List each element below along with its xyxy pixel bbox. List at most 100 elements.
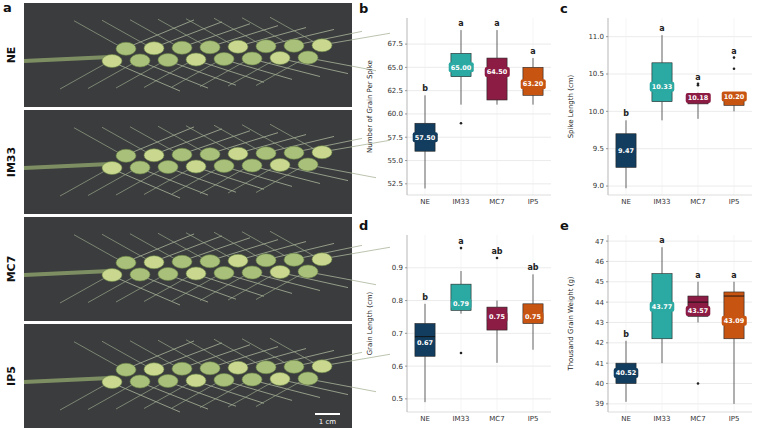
median bbox=[415, 336, 435, 337]
outlier bbox=[460, 352, 463, 355]
whisker-high bbox=[425, 304, 426, 324]
grid-line-x bbox=[626, 18, 627, 195]
spikelet bbox=[158, 375, 178, 388]
significance-letter: b bbox=[623, 330, 629, 339]
grid-line bbox=[407, 366, 551, 367]
grid-line bbox=[407, 113, 551, 114]
panel: cSpike Length (cm)9.09.510.010.511.09.47… bbox=[560, 1, 752, 206]
y-axis-title: Spike Length (cm) bbox=[567, 74, 575, 138]
x-axis-line bbox=[608, 412, 752, 413]
outlier bbox=[460, 122, 463, 125]
value-label-bg bbox=[413, 132, 438, 142]
grid-line bbox=[608, 261, 752, 262]
tick-label: 55.0 bbox=[387, 157, 403, 165]
box bbox=[415, 324, 435, 357]
x-tick-label: NE bbox=[420, 198, 430, 206]
significance-letter: b bbox=[422, 84, 428, 93]
grid-line bbox=[407, 160, 551, 161]
significance-letter: a bbox=[695, 271, 700, 280]
grid-line bbox=[407, 398, 551, 399]
scale-bar bbox=[315, 413, 340, 415]
spikelet bbox=[242, 373, 262, 386]
spikelet bbox=[102, 376, 122, 389]
row-label: IP5 bbox=[5, 366, 18, 386]
tick-label: 62.5 bbox=[387, 87, 403, 95]
grid-line bbox=[608, 241, 752, 242]
spikelet bbox=[200, 41, 220, 54]
value-label: 0.67 bbox=[417, 339, 433, 347]
spikelet bbox=[284, 253, 304, 266]
panel: bNumber of Grain Per Spike52.555.057.560… bbox=[359, 1, 551, 206]
spikelet bbox=[214, 160, 234, 173]
value-label: 40.52 bbox=[616, 369, 637, 377]
significance-letter: a bbox=[458, 237, 463, 246]
spikelet bbox=[228, 254, 248, 267]
spikelet bbox=[256, 147, 276, 160]
whisker-low bbox=[698, 104, 699, 119]
x-tick-label: MC7 bbox=[489, 198, 504, 206]
tick-label: 10.0 bbox=[588, 108, 604, 116]
spikelet bbox=[130, 161, 150, 174]
grid-line-x bbox=[626, 235, 627, 412]
value-label: 63.20 bbox=[523, 80, 544, 88]
y-axis-title: Thousand Grain Weight (g) bbox=[567, 276, 575, 371]
box bbox=[724, 292, 744, 339]
spikelet bbox=[172, 255, 192, 268]
tick-label: 45 bbox=[595, 278, 604, 286]
grid-line bbox=[608, 111, 752, 112]
whisker-high bbox=[533, 58, 534, 67]
photo-background bbox=[24, 324, 352, 428]
outlier bbox=[460, 247, 463, 250]
spikelet bbox=[312, 39, 332, 52]
whisker-high bbox=[425, 95, 426, 123]
spikelet bbox=[158, 161, 178, 174]
grid-line bbox=[407, 300, 551, 301]
value-label: 10.18 bbox=[688, 94, 709, 102]
panel-letter: b bbox=[359, 1, 368, 16]
spikelet bbox=[116, 42, 136, 55]
value-label-bg bbox=[650, 82, 675, 92]
value-label: 43.09 bbox=[724, 317, 745, 325]
whisker-low bbox=[425, 151, 426, 188]
spikelet bbox=[298, 372, 318, 385]
photo-strip bbox=[24, 110, 390, 214]
photo-strip bbox=[24, 324, 390, 428]
awn bbox=[74, 342, 124, 370]
spikelet bbox=[186, 267, 206, 280]
box bbox=[487, 58, 507, 100]
grid-line-x bbox=[425, 18, 426, 195]
significance-letter: b bbox=[422, 293, 428, 302]
whisker-high bbox=[626, 341, 627, 363]
panel-letter: e bbox=[560, 218, 569, 233]
x-tick-label: IP5 bbox=[528, 198, 539, 206]
whisker-high bbox=[533, 274, 534, 304]
value-label-bg bbox=[415, 338, 435, 348]
whisker-high bbox=[698, 282, 699, 296]
stem bbox=[24, 271, 110, 275]
row-label: MC7 bbox=[5, 256, 18, 283]
spikelet bbox=[172, 148, 192, 161]
grid-line-x bbox=[461, 235, 462, 412]
significance-letter: a bbox=[494, 19, 499, 28]
photo-strip bbox=[24, 217, 390, 321]
whisker-high bbox=[461, 271, 462, 284]
whisker-low bbox=[461, 77, 462, 105]
tick-label: 60.0 bbox=[387, 110, 403, 118]
y-axis-line bbox=[407, 18, 408, 195]
outlier bbox=[697, 382, 700, 385]
value-label-bg bbox=[449, 62, 474, 72]
grid-line bbox=[407, 44, 551, 45]
outlier bbox=[496, 257, 499, 260]
grid-line bbox=[608, 342, 752, 343]
significance-letter: a bbox=[659, 236, 664, 245]
whisker-low bbox=[425, 356, 426, 402]
box bbox=[652, 63, 672, 102]
tick-label: 67.5 bbox=[387, 40, 403, 48]
spikelet bbox=[214, 267, 234, 280]
significance-letter: a bbox=[458, 19, 463, 28]
value-label-bg bbox=[487, 312, 508, 322]
value-label-bg bbox=[485, 67, 510, 77]
spikelet bbox=[144, 363, 164, 376]
value-label-bg bbox=[686, 93, 711, 103]
spikelet bbox=[242, 266, 262, 279]
